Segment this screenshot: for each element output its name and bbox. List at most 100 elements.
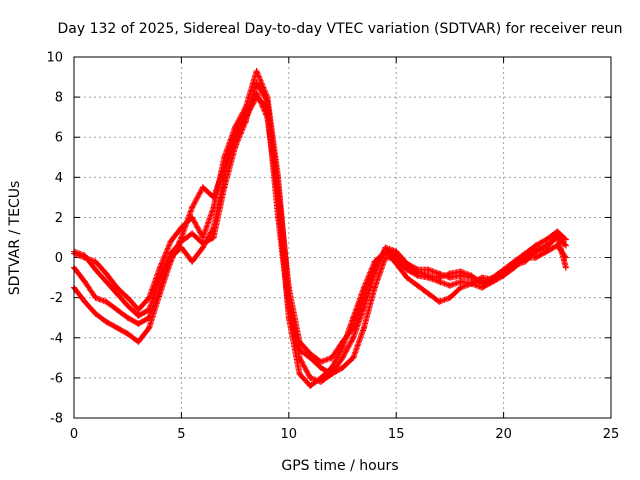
data-point bbox=[350, 334, 357, 341]
chart-title: Day 132 of 2025, Sidereal Day-to-day VTE… bbox=[57, 21, 622, 37]
data-point bbox=[425, 272, 432, 279]
data-point bbox=[328, 370, 335, 377]
y-tick-label: 0 bbox=[55, 251, 63, 266]
x-tick-label: 5 bbox=[177, 427, 185, 442]
data-point bbox=[403, 262, 410, 269]
data-point bbox=[189, 230, 196, 237]
data-point bbox=[103, 298, 110, 305]
data-point bbox=[135, 338, 142, 345]
series-track-c bbox=[71, 94, 569, 377]
data-point bbox=[414, 282, 421, 289]
data-point bbox=[425, 266, 432, 273]
data-points bbox=[71, 68, 569, 389]
data-point bbox=[511, 260, 518, 267]
data-point bbox=[285, 284, 292, 291]
series-trail bbox=[71, 94, 568, 377]
data-point bbox=[489, 276, 496, 283]
data-point bbox=[436, 274, 443, 281]
data-point bbox=[360, 324, 367, 331]
data-point bbox=[189, 204, 196, 211]
data-point bbox=[232, 144, 239, 151]
y-tick-label: 4 bbox=[55, 171, 63, 186]
data-point bbox=[275, 214, 282, 221]
data-point bbox=[264, 98, 271, 105]
x-tick-label: 25 bbox=[603, 427, 620, 442]
data-point bbox=[479, 280, 486, 287]
data-point bbox=[382, 254, 389, 261]
data-point bbox=[296, 338, 303, 345]
data-point bbox=[81, 252, 88, 259]
data-point bbox=[103, 270, 110, 277]
data-point bbox=[124, 294, 131, 301]
x-tick-label: 20 bbox=[495, 427, 512, 442]
x-axis-label: GPS time / hours bbox=[281, 458, 398, 474]
data-point bbox=[92, 258, 99, 265]
data-point bbox=[232, 124, 239, 131]
data-point bbox=[92, 266, 99, 273]
data-point bbox=[124, 330, 131, 337]
data-point bbox=[124, 314, 131, 321]
data-point bbox=[146, 306, 153, 313]
data-point bbox=[318, 374, 325, 381]
data-point bbox=[468, 280, 475, 287]
x-tick-label: 15 bbox=[388, 427, 405, 442]
data-point bbox=[221, 164, 228, 171]
data-point bbox=[156, 290, 163, 297]
data-point bbox=[146, 324, 153, 331]
data-point bbox=[425, 290, 432, 297]
data-point bbox=[92, 310, 99, 317]
data-point bbox=[446, 294, 453, 301]
data-point bbox=[113, 290, 120, 297]
plot-frame bbox=[73, 56, 612, 419]
y-tick-label: -6 bbox=[50, 371, 63, 386]
data-point bbox=[468, 272, 475, 279]
data-point bbox=[360, 294, 367, 301]
data-point bbox=[135, 306, 142, 313]
data-point bbox=[436, 298, 443, 305]
data-point bbox=[156, 264, 163, 271]
data-point bbox=[393, 260, 400, 267]
data-point bbox=[103, 318, 110, 325]
data-point bbox=[307, 350, 314, 357]
data-point bbox=[275, 184, 282, 191]
series-trail bbox=[71, 90, 568, 389]
data-point bbox=[92, 294, 99, 301]
data-point bbox=[500, 270, 507, 277]
data-point bbox=[328, 354, 335, 361]
data-point bbox=[156, 274, 163, 281]
data-point bbox=[350, 324, 357, 331]
y-tick-label: -4 bbox=[50, 331, 63, 346]
data-point bbox=[103, 278, 110, 285]
data-point bbox=[318, 358, 325, 365]
data-point bbox=[253, 68, 260, 75]
y-tick-label: -2 bbox=[50, 291, 63, 306]
y-tick-label: 8 bbox=[55, 91, 63, 106]
data-point bbox=[221, 184, 228, 191]
grid-lines bbox=[74, 57, 611, 418]
data-point bbox=[210, 194, 217, 201]
series-track-b bbox=[71, 90, 569, 389]
data-point bbox=[446, 270, 453, 277]
data-point bbox=[554, 232, 561, 239]
data-point bbox=[113, 306, 120, 313]
data-point bbox=[328, 364, 335, 371]
data-point bbox=[446, 282, 453, 289]
x-tick-label: 0 bbox=[70, 427, 78, 442]
data-point bbox=[339, 364, 346, 371]
axis-ticks: 0 5 10 15 20 25 -8 -6 -4 -2 0 2 4 6 8 10 bbox=[46, 51, 619, 443]
y-tick-label: 2 bbox=[55, 211, 63, 226]
data-point bbox=[371, 264, 378, 271]
data-point bbox=[113, 284, 120, 291]
data-point bbox=[393, 252, 400, 259]
data-point bbox=[167, 238, 174, 245]
data-point bbox=[307, 374, 314, 381]
data-point bbox=[189, 258, 196, 265]
data-point bbox=[532, 254, 539, 261]
x-tick-label: 10 bbox=[281, 427, 298, 442]
data-point bbox=[296, 346, 303, 353]
data-point bbox=[253, 80, 260, 87]
data-point bbox=[307, 382, 314, 389]
data-point bbox=[414, 268, 421, 275]
y-tick-label: 10 bbox=[46, 51, 63, 66]
